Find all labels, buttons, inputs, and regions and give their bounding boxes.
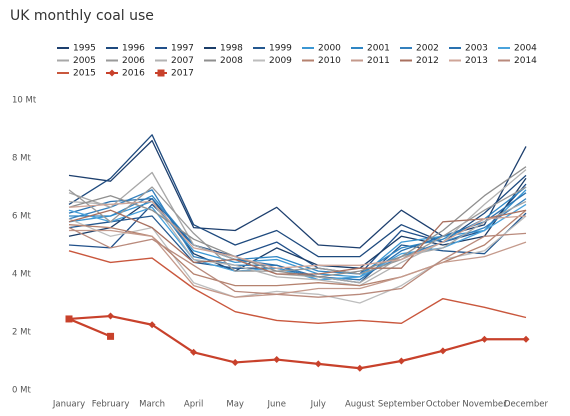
series-line: [68, 177, 527, 272]
legend-label: 1997: [171, 44, 194, 54]
x-tick-label: January: [52, 400, 85, 410]
legend-label: 2010: [318, 56, 341, 66]
x-tick-label: November: [462, 400, 507, 410]
legend-label: 2004: [514, 44, 537, 54]
marker: [107, 312, 115, 320]
legend-label: 2002: [416, 44, 439, 54]
legend-label: 2014: [514, 56, 537, 66]
legend-label: 2011: [367, 56, 390, 66]
marker: [480, 335, 488, 343]
marker: [439, 347, 447, 355]
series-line: [68, 134, 527, 258]
series-line: [68, 192, 527, 281]
marker: [107, 332, 115, 340]
x-tick-label: October: [426, 400, 461, 410]
y-tick-label: 2 Mt: [12, 328, 31, 338]
legend-label: 2003: [465, 44, 488, 54]
x-tick-label: December: [504, 400, 549, 410]
marker: [273, 356, 281, 364]
series-line: [68, 215, 527, 304]
x-tick-label: June: [266, 400, 286, 410]
marker: [108, 69, 116, 77]
marker: [231, 358, 239, 366]
legend-label: 2017: [171, 69, 194, 79]
legend-label: 2005: [73, 56, 96, 66]
y-tick-label: 6 Mt: [12, 212, 31, 222]
chart-title: UK monthly coal use: [10, 8, 154, 24]
x-tick-label: March: [139, 400, 165, 410]
series-line: [68, 314, 526, 370]
series-line: [68, 186, 527, 275]
legend-label: 2009: [269, 56, 292, 66]
series-line: [68, 227, 527, 298]
marker: [65, 315, 73, 323]
x-tick-label: September: [378, 400, 425, 410]
series-line: [68, 200, 527, 269]
legend-label: 1995: [73, 44, 96, 54]
x-tick-label: February: [92, 400, 130, 410]
legend-label: 2012: [416, 56, 439, 66]
marker: [190, 348, 198, 356]
marker: [397, 357, 405, 365]
marker: [522, 335, 530, 343]
series-line: [68, 209, 527, 275]
y-tick-label: 10 Mt: [12, 96, 37, 106]
marker: [356, 364, 364, 372]
x-tick-label: May: [226, 400, 244, 410]
y-tick-label: 8 Mt: [12, 154, 31, 164]
x-tick-label: April: [184, 400, 203, 410]
legend-label: 2000: [318, 44, 341, 54]
x-tick-label: July: [310, 400, 326, 410]
series-line: [68, 317, 111, 338]
y-tick-label: 4 Mt: [12, 270, 31, 280]
marker: [157, 69, 165, 77]
series-line: [68, 250, 527, 324]
marker: [314, 360, 322, 368]
legend-label: 2013: [465, 56, 488, 66]
series-line: [69, 229, 527, 298]
x-tick-label: August: [345, 400, 375, 410]
legend-label: 2007: [171, 56, 194, 66]
legend-label: 1998: [220, 44, 243, 54]
y-tick-label: 0 Mt: [12, 386, 31, 396]
marker: [148, 321, 156, 329]
legend-label: 2001: [367, 44, 390, 54]
legend-label: 1999: [269, 44, 292, 54]
legend-label: 2008: [220, 56, 243, 66]
legend-label: 1996: [122, 44, 145, 54]
legend-label: 2015: [73, 69, 96, 79]
legend-label: 2016: [122, 69, 145, 79]
series-line: [68, 171, 527, 284]
legend-label: 2006: [122, 56, 145, 66]
